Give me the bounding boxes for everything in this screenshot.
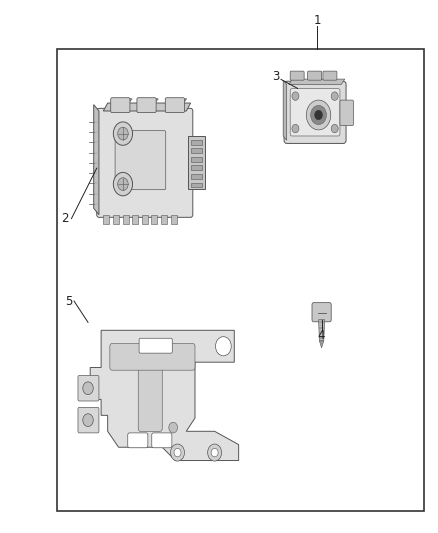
Circle shape <box>292 124 299 133</box>
Circle shape <box>215 337 231 356</box>
Circle shape <box>113 172 133 196</box>
FancyBboxPatch shape <box>165 98 184 112</box>
Bar <box>188 136 205 189</box>
Circle shape <box>292 92 299 100</box>
Bar <box>170 215 177 224</box>
Circle shape <box>331 124 338 133</box>
FancyBboxPatch shape <box>97 108 193 217</box>
FancyBboxPatch shape <box>110 344 195 370</box>
Bar <box>103 215 110 224</box>
FancyBboxPatch shape <box>139 338 172 353</box>
Text: 3: 3 <box>272 70 279 83</box>
Polygon shape <box>103 103 191 111</box>
FancyBboxPatch shape <box>312 303 331 322</box>
FancyBboxPatch shape <box>115 131 166 190</box>
FancyBboxPatch shape <box>78 407 99 433</box>
Polygon shape <box>319 341 324 348</box>
Bar <box>142 215 148 224</box>
FancyBboxPatch shape <box>340 100 353 126</box>
Circle shape <box>113 122 133 146</box>
Text: 1: 1 <box>314 14 321 27</box>
Circle shape <box>83 414 93 426</box>
Polygon shape <box>90 330 239 461</box>
Bar <box>191 140 201 145</box>
FancyBboxPatch shape <box>137 98 156 112</box>
Polygon shape <box>94 104 99 215</box>
Bar <box>151 215 157 224</box>
FancyBboxPatch shape <box>138 344 162 431</box>
Polygon shape <box>138 99 158 103</box>
FancyBboxPatch shape <box>111 98 130 112</box>
Text: 2: 2 <box>62 212 69 225</box>
FancyBboxPatch shape <box>290 71 304 80</box>
Bar <box>132 215 138 224</box>
Circle shape <box>174 448 181 457</box>
Bar <box>191 157 201 162</box>
Polygon shape <box>318 320 325 341</box>
FancyBboxPatch shape <box>78 375 99 401</box>
Polygon shape <box>283 80 287 140</box>
Circle shape <box>331 92 338 100</box>
Circle shape <box>118 127 128 140</box>
Bar <box>191 182 201 187</box>
Polygon shape <box>289 79 345 84</box>
Circle shape <box>314 110 322 120</box>
Bar <box>191 149 201 154</box>
FancyBboxPatch shape <box>323 71 337 80</box>
Polygon shape <box>166 99 187 103</box>
Circle shape <box>170 444 184 461</box>
Circle shape <box>83 382 93 394</box>
Circle shape <box>306 100 331 130</box>
Circle shape <box>208 444 222 461</box>
Circle shape <box>169 422 177 433</box>
Circle shape <box>118 177 128 190</box>
FancyBboxPatch shape <box>152 433 172 448</box>
Bar <box>191 174 201 179</box>
Bar <box>113 215 119 224</box>
Text: 5: 5 <box>65 295 72 308</box>
FancyBboxPatch shape <box>128 433 148 448</box>
Circle shape <box>311 106 326 125</box>
FancyBboxPatch shape <box>284 81 346 143</box>
Bar <box>191 165 201 170</box>
Bar <box>57 49 424 511</box>
Bar <box>123 215 129 224</box>
Bar <box>161 215 167 224</box>
Text: 4: 4 <box>318 329 325 342</box>
FancyBboxPatch shape <box>290 88 340 136</box>
Polygon shape <box>112 99 132 103</box>
FancyBboxPatch shape <box>307 71 321 80</box>
Circle shape <box>211 448 218 457</box>
